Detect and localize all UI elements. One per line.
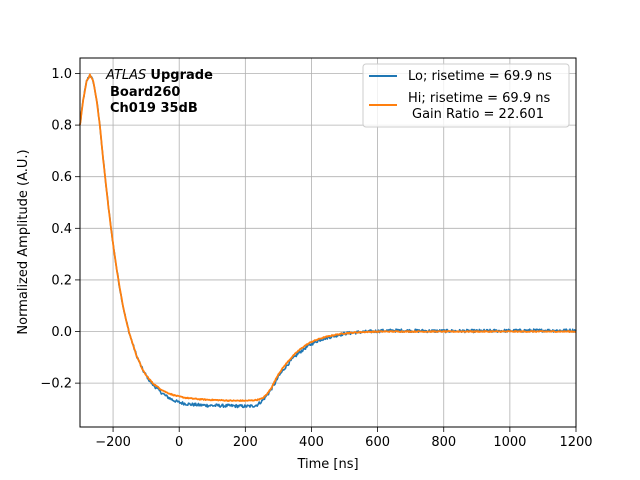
atlas-annotation: ATLAS Upgrade Board260 Ch019 35dB: [105, 68, 213, 116]
annotation-atlas: ATLAS: [105, 68, 146, 83]
legend-label-gain: Gain Ratio = 22.601: [412, 107, 544, 122]
y-axis-label: Normalized Amplitude (A.U.): [16, 149, 31, 334]
legend: Lo; risetime = 69.9 ns Hi; risetime = 69…: [362, 63, 570, 128]
x-tick-label: 400: [299, 435, 324, 450]
legend-label-lo: Lo; risetime = 69.9 ns: [408, 69, 552, 84]
svg-text:ATLAS Upgrade: ATLAS Upgrade: [105, 68, 213, 83]
y-tick-label: 0.4: [51, 222, 72, 237]
x-tick-label: 800: [431, 435, 456, 450]
legend-box: [362, 63, 570, 128]
annotation-upgrade: Upgrade: [150, 68, 213, 83]
y-tick-label: 0.6: [51, 170, 72, 185]
series-line-hi: [79, 73, 577, 402]
series-lines: [79, 73, 577, 409]
annotation-board: Board260: [110, 85, 180, 100]
x-tick-label: 1200: [559, 435, 592, 450]
annotation-channel: Ch019 35dB: [110, 101, 198, 116]
y-tick-label: −0.2: [40, 377, 72, 392]
x-tick-label: 600: [365, 435, 390, 450]
plot-area-frame: [79, 57, 577, 428]
x-tick-label: −200: [95, 435, 131, 450]
x-tick-label: 200: [233, 435, 258, 450]
y-tick-label: 1.0: [51, 67, 72, 82]
y-tick-label: 0.0: [51, 325, 72, 340]
y-tick-label: 0.2: [51, 273, 72, 288]
y-tick-label: 0.8: [51, 119, 72, 134]
x-axis-label: Time [ns]: [296, 457, 358, 472]
legend-label-hi: Hi; risetime = 69.9 ns: [408, 91, 550, 106]
x-tick-label: 0: [175, 435, 183, 450]
x-tick-label: 1000: [493, 435, 526, 450]
axis-ticks: −200 0 200 400 600 800 1000 1200 −0.2 0.0 0.2 0.4 0.…: [40, 67, 592, 450]
